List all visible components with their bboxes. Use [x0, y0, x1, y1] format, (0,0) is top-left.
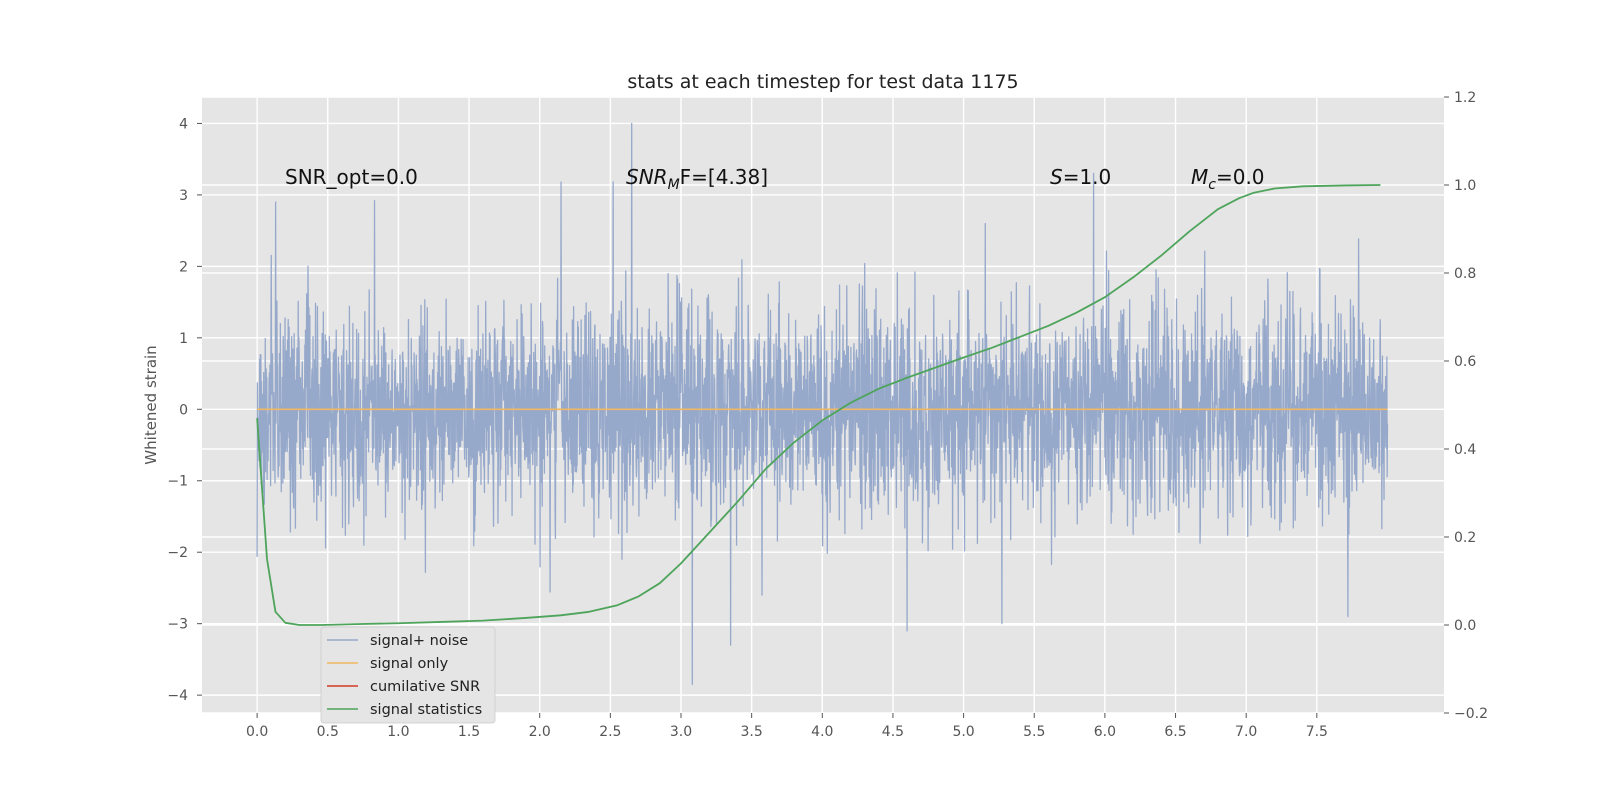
y2-tick-label: 1.2 [1454, 90, 1476, 106]
x-tick-label: 5.5 [1023, 724, 1045, 740]
x-tick-label: 4.5 [882, 724, 904, 740]
x-tick-label: 7.0 [1235, 724, 1257, 740]
x-tick-label: 5.0 [952, 724, 974, 740]
annotation-snr-mf-base: SNR [626, 165, 668, 189]
y2-tick-label: 1.0 [1454, 178, 1476, 194]
x-tick-label: 2.0 [529, 724, 551, 740]
x-tick-label: 1.0 [387, 724, 409, 740]
legend-label-signal-only: signal only [370, 656, 449, 672]
annotation-mc-sub: c [1208, 177, 1216, 193]
annotation-snr-mf: SNRMF=[4.38] [626, 165, 768, 193]
legend-label-cumulative-snr: cumilative SNR [370, 679, 480, 695]
x-tick-label: 0.5 [317, 724, 339, 740]
y-tick-label: 3 [179, 188, 188, 204]
annotation-snr-opt: SNR_opt=0.0 [285, 165, 418, 189]
y2-tick-label: 0.0 [1454, 618, 1476, 634]
line-signal-statistics [256, 184, 1381, 626]
y-tick-label: 0 [179, 402, 188, 418]
series-signal-plus-noise [256, 122, 1389, 686]
y-tick-label: 2 [179, 259, 188, 275]
annotation-mc: Mc=0.0 [1191, 165, 1265, 193]
y-tick-label: 1 [179, 331, 188, 347]
annotation-s: S=1.0 [1050, 165, 1111, 189]
y-tick-label: 4 [179, 116, 188, 132]
x-tick-label: 3.0 [670, 724, 692, 740]
x-tick-label: 1.5 [458, 724, 480, 740]
x-tick-label: 3.5 [741, 724, 763, 740]
y-axis-label: Whitened strain [142, 345, 160, 464]
x-tick-label: 6.0 [1094, 724, 1116, 740]
x-tick-label: 6.5 [1164, 724, 1186, 740]
annotation-snr-mf-sub: M [668, 177, 680, 193]
y-axis-right: −0.2 0.0 0.2 0.4 0.6 0.8 1.0 1.2 [1444, 90, 1488, 722]
x-tick-label: 0.0 [246, 724, 268, 740]
y2-tick-label: 0.8 [1454, 266, 1476, 282]
y2-tick-label: −0.2 [1454, 706, 1488, 722]
annotation-s-rest: =1.0 [1063, 165, 1112, 189]
annotation-s-italic: S [1050, 165, 1063, 189]
y2-tick-label: 0.4 [1454, 442, 1476, 458]
y-tick-label: −3 [167, 617, 188, 633]
y-tick-label: −4 [167, 688, 188, 704]
series-lines [256, 184, 1388, 626]
legend-label-signal-statistics: signal statistics [370, 702, 482, 718]
legend-box [320, 626, 496, 724]
legend-label-signal-plus-noise: signal+ noise [370, 633, 468, 649]
y2-tick-label: 0.6 [1454, 354, 1476, 370]
y-axis-left: −4 −3 −2 −1 0 1 2 3 4 [167, 116, 202, 704]
chart-title: stats at each timestep for test data 117… [627, 71, 1018, 93]
x-tick-label: 7.5 [1306, 724, 1328, 740]
x-tick-label: 2.5 [599, 724, 621, 740]
x-axis: 0.0 0.5 1.0 1.5 2.0 2.5 3.0 3.5 4.0 4.5 5.0 5.5 6.0 6… [246, 713, 1328, 740]
annotation-mc-rest: =0.0 [1216, 165, 1265, 189]
x-tick-label: 4.0 [811, 724, 833, 740]
annotation-mc-base: M [1191, 165, 1208, 189]
y-tick-label: −1 [167, 474, 188, 490]
y2-tick-label: 0.2 [1454, 530, 1476, 546]
legend: signal+ noise signal only cumilative SNR… [320, 626, 496, 724]
annotation-snr-mf-rest: F=[4.38] [680, 165, 768, 189]
y-tick-label: −2 [167, 545, 188, 561]
line-signal-plus-noise [256, 122, 1389, 686]
